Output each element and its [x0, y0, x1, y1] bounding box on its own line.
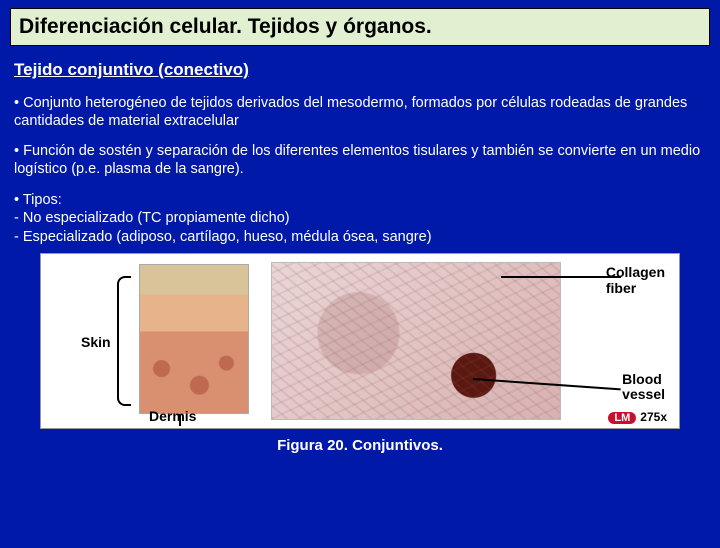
- magnification-badge: LM 275x: [608, 410, 667, 424]
- bracket-icon: [117, 276, 131, 406]
- label-skin: Skin: [81, 334, 111, 350]
- types-block: • Tipos: - No especializado (TC propiame…: [14, 191, 706, 248]
- micrograph-illustration: [271, 262, 561, 420]
- figure-panel: Skin Dermis Collagen fiber Blood vessel …: [40, 253, 680, 429]
- section-heading: Tejido conjuntivo (conectivo): [14, 60, 706, 80]
- mag-pill: LM: [608, 412, 636, 424]
- title-bar: Diferenciación celular. Tejidos y órgano…: [10, 8, 710, 46]
- paragraph-definition: • Conjunto heterogéneo de tejidos deriva…: [14, 94, 706, 130]
- content-area: Tejido conjuntivo (conectivo) • Conjunto…: [0, 46, 720, 454]
- slide-title: Diferenciación celular. Tejidos y órgano…: [19, 15, 701, 39]
- types-line-1: - No especializado (TC propiamente dicho…: [14, 209, 706, 228]
- mag-value: 275x: [640, 410, 667, 424]
- label-dermis: Dermis: [149, 408, 196, 424]
- paragraph-function: • Función de sostén y separación de los …: [14, 142, 706, 178]
- figure-caption: Figura 20. Conjuntivos.: [14, 437, 706, 454]
- collagen-leader-line: [501, 276, 621, 278]
- types-line-2: - Especializado (adiposo, cartílago, hue…: [14, 228, 706, 247]
- label-blood: Blood vessel: [622, 372, 665, 403]
- skin-illustration: [139, 264, 249, 414]
- label-collagen: Collagen fiber: [606, 264, 665, 296]
- types-lead: • Tipos:: [14, 191, 706, 210]
